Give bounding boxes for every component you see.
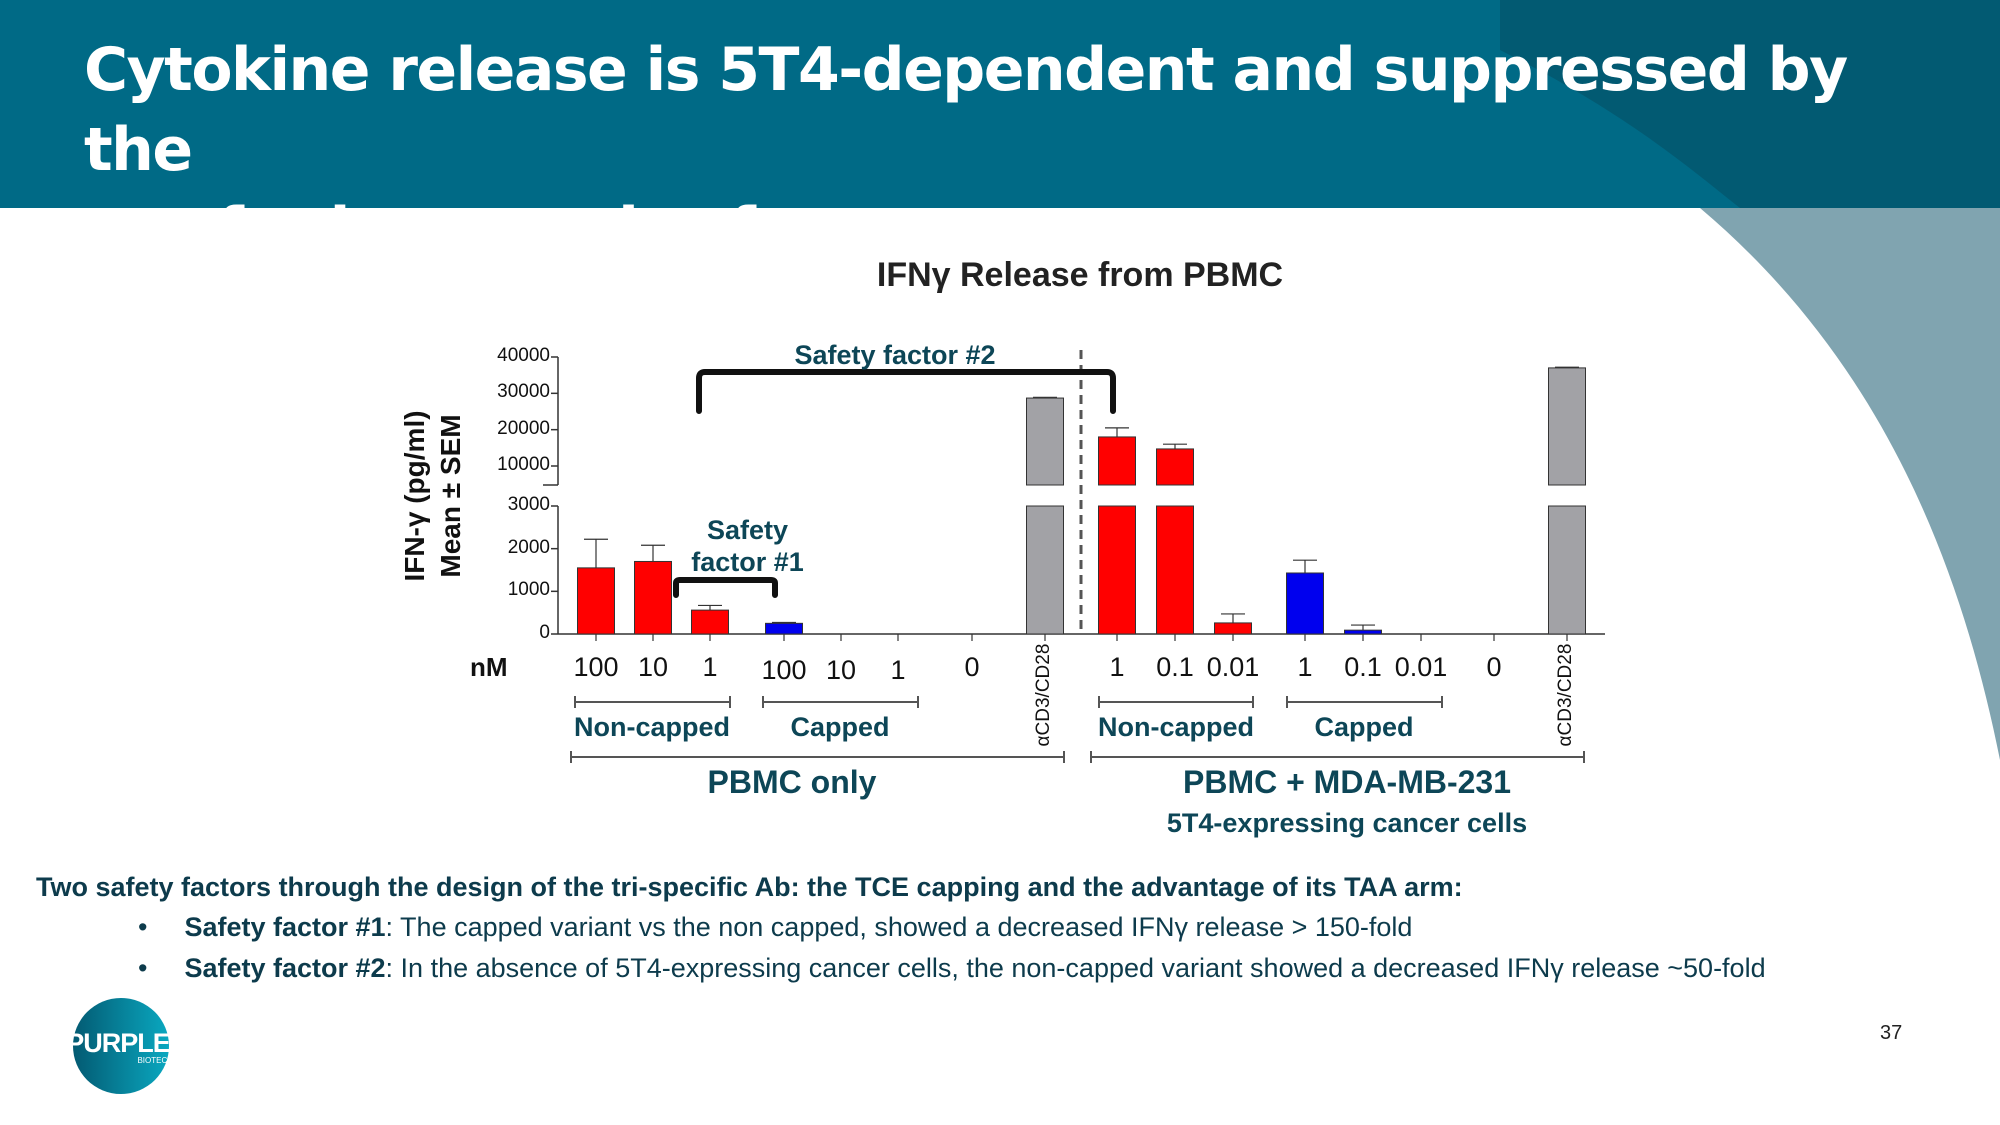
y-axis-label-line1: IFN-γ (pg/ml) xyxy=(399,410,430,582)
x-tick-label: 1 xyxy=(890,655,906,685)
x-tick-label: 1 xyxy=(702,652,718,682)
bar xyxy=(1286,572,1324,635)
bar xyxy=(691,609,729,635)
chart xyxy=(543,350,1605,763)
chart-title: IFNγ Release from PBMC xyxy=(876,256,1284,294)
x-tick-label: 10 xyxy=(637,652,669,682)
bar-upper-segment xyxy=(1098,436,1136,486)
safety-factor-1-label: Safety factor #1 xyxy=(660,514,835,578)
safety-factor-1-line1: Safety xyxy=(706,515,789,545)
decorative-arc xyxy=(1700,208,2000,760)
title-line-2: cap for improved safety xyxy=(84,195,860,265)
safety-factor-2-label: Safety factor #2 xyxy=(794,340,996,370)
y-tick-label: 2000 xyxy=(507,536,550,558)
y-tick-label: 10000 xyxy=(497,454,550,475)
x-tick-label: 0.01 xyxy=(1206,652,1260,682)
y-tick-label: 40000 xyxy=(497,345,550,366)
bullet-1-bold: Safety factor #1 xyxy=(184,912,386,942)
bullet-1-text: : The capped variant vs the non capped, … xyxy=(385,912,1413,942)
y-axis-label: IFN-γ (pg/ml) Mean ± SEM xyxy=(233,410,633,581)
bullet-2: • Safety factor #2: In the absence of 5T4… xyxy=(138,953,1766,984)
logo-subtext: BIOTECH xyxy=(137,1056,173,1065)
bar-upper-segment xyxy=(1156,448,1194,486)
title-line-1: Cytokine release is 5T4-dependent and su… xyxy=(84,35,1848,185)
x-tick-label: 100 xyxy=(761,655,807,685)
bar-lower-segment xyxy=(1026,505,1064,635)
header-dark-curve xyxy=(1500,0,2000,208)
safety-factor-1-bracket xyxy=(673,577,778,598)
x-tick-label: 0 xyxy=(964,652,980,682)
bar-upper-segment xyxy=(1026,397,1064,486)
x-tick-label: 1 xyxy=(1109,652,1125,682)
bar xyxy=(1214,622,1252,635)
bullet-marker: • xyxy=(138,912,148,942)
x-tick-label: 0 xyxy=(1486,652,1502,682)
y-tick-label: 0 xyxy=(539,622,550,643)
y-tick-label: 30000 xyxy=(497,381,550,403)
bar xyxy=(634,560,672,635)
page-title: Cytokine release is 5T4-dependent and su… xyxy=(84,30,1884,270)
company-logo: PURPLE BIOTECH xyxy=(66,998,173,1094)
x-tick-label: 0.1 xyxy=(1344,652,1382,682)
bar xyxy=(765,622,803,635)
bar xyxy=(1344,629,1382,635)
bullet-1: • Safety factor #1: The capped variant vs… xyxy=(138,912,1412,943)
x-tick-label: αCD3/CD28 xyxy=(1033,643,1054,747)
bullet-marker: • xyxy=(138,953,148,983)
safety-factor-2-bracket xyxy=(696,369,1116,414)
bar-lower-segment xyxy=(1156,505,1194,635)
x-tick-label: 0.1 xyxy=(1156,652,1194,682)
bullet-2-bold: Safety factor #2 xyxy=(184,953,386,983)
bar-upper-segment xyxy=(1548,367,1586,486)
group-label-capped-2: Capped xyxy=(1314,712,1414,742)
condition-sublabel: 5T4-expressing cancer cells xyxy=(1166,808,1528,838)
condition-label-pbmc-only: PBMC only xyxy=(707,764,877,800)
bar-lower-segment xyxy=(1548,505,1586,635)
x-tick-label: 10 xyxy=(825,655,857,685)
page-number: 37 xyxy=(1880,1022,1903,1044)
group-label-noncapped-1: Non-capped xyxy=(573,712,730,742)
x-tick-label: 100 xyxy=(573,652,619,682)
y-tick-label: 20000 xyxy=(497,417,550,439)
y-tick-label: 3000 xyxy=(507,494,550,515)
bullet-2-text: : In the absence of 5T4-expressing cance… xyxy=(385,953,1766,983)
group-label-noncapped-2: Non-capped xyxy=(1097,712,1254,742)
summary-intro: Two safety factors through the design of… xyxy=(36,872,1463,902)
x-tick-label: αCD3/CD28 xyxy=(1555,643,1576,747)
bar-lower-segment xyxy=(1098,505,1136,635)
x-tick-label: 1 xyxy=(1297,652,1313,682)
y-tick-label: 1000 xyxy=(507,579,550,601)
bar xyxy=(577,567,615,635)
x-unit-label: nM xyxy=(470,652,508,682)
x-tick-label: 0.01 xyxy=(1394,652,1448,682)
logo-text: PURPLE xyxy=(66,1028,171,1058)
group-label-capped-1: Capped xyxy=(790,712,890,742)
condition-label-pbmc-mda: PBMC + MDA-MB-231 xyxy=(1182,764,1512,800)
safety-factor-1-line2: factor #1 xyxy=(691,547,804,577)
